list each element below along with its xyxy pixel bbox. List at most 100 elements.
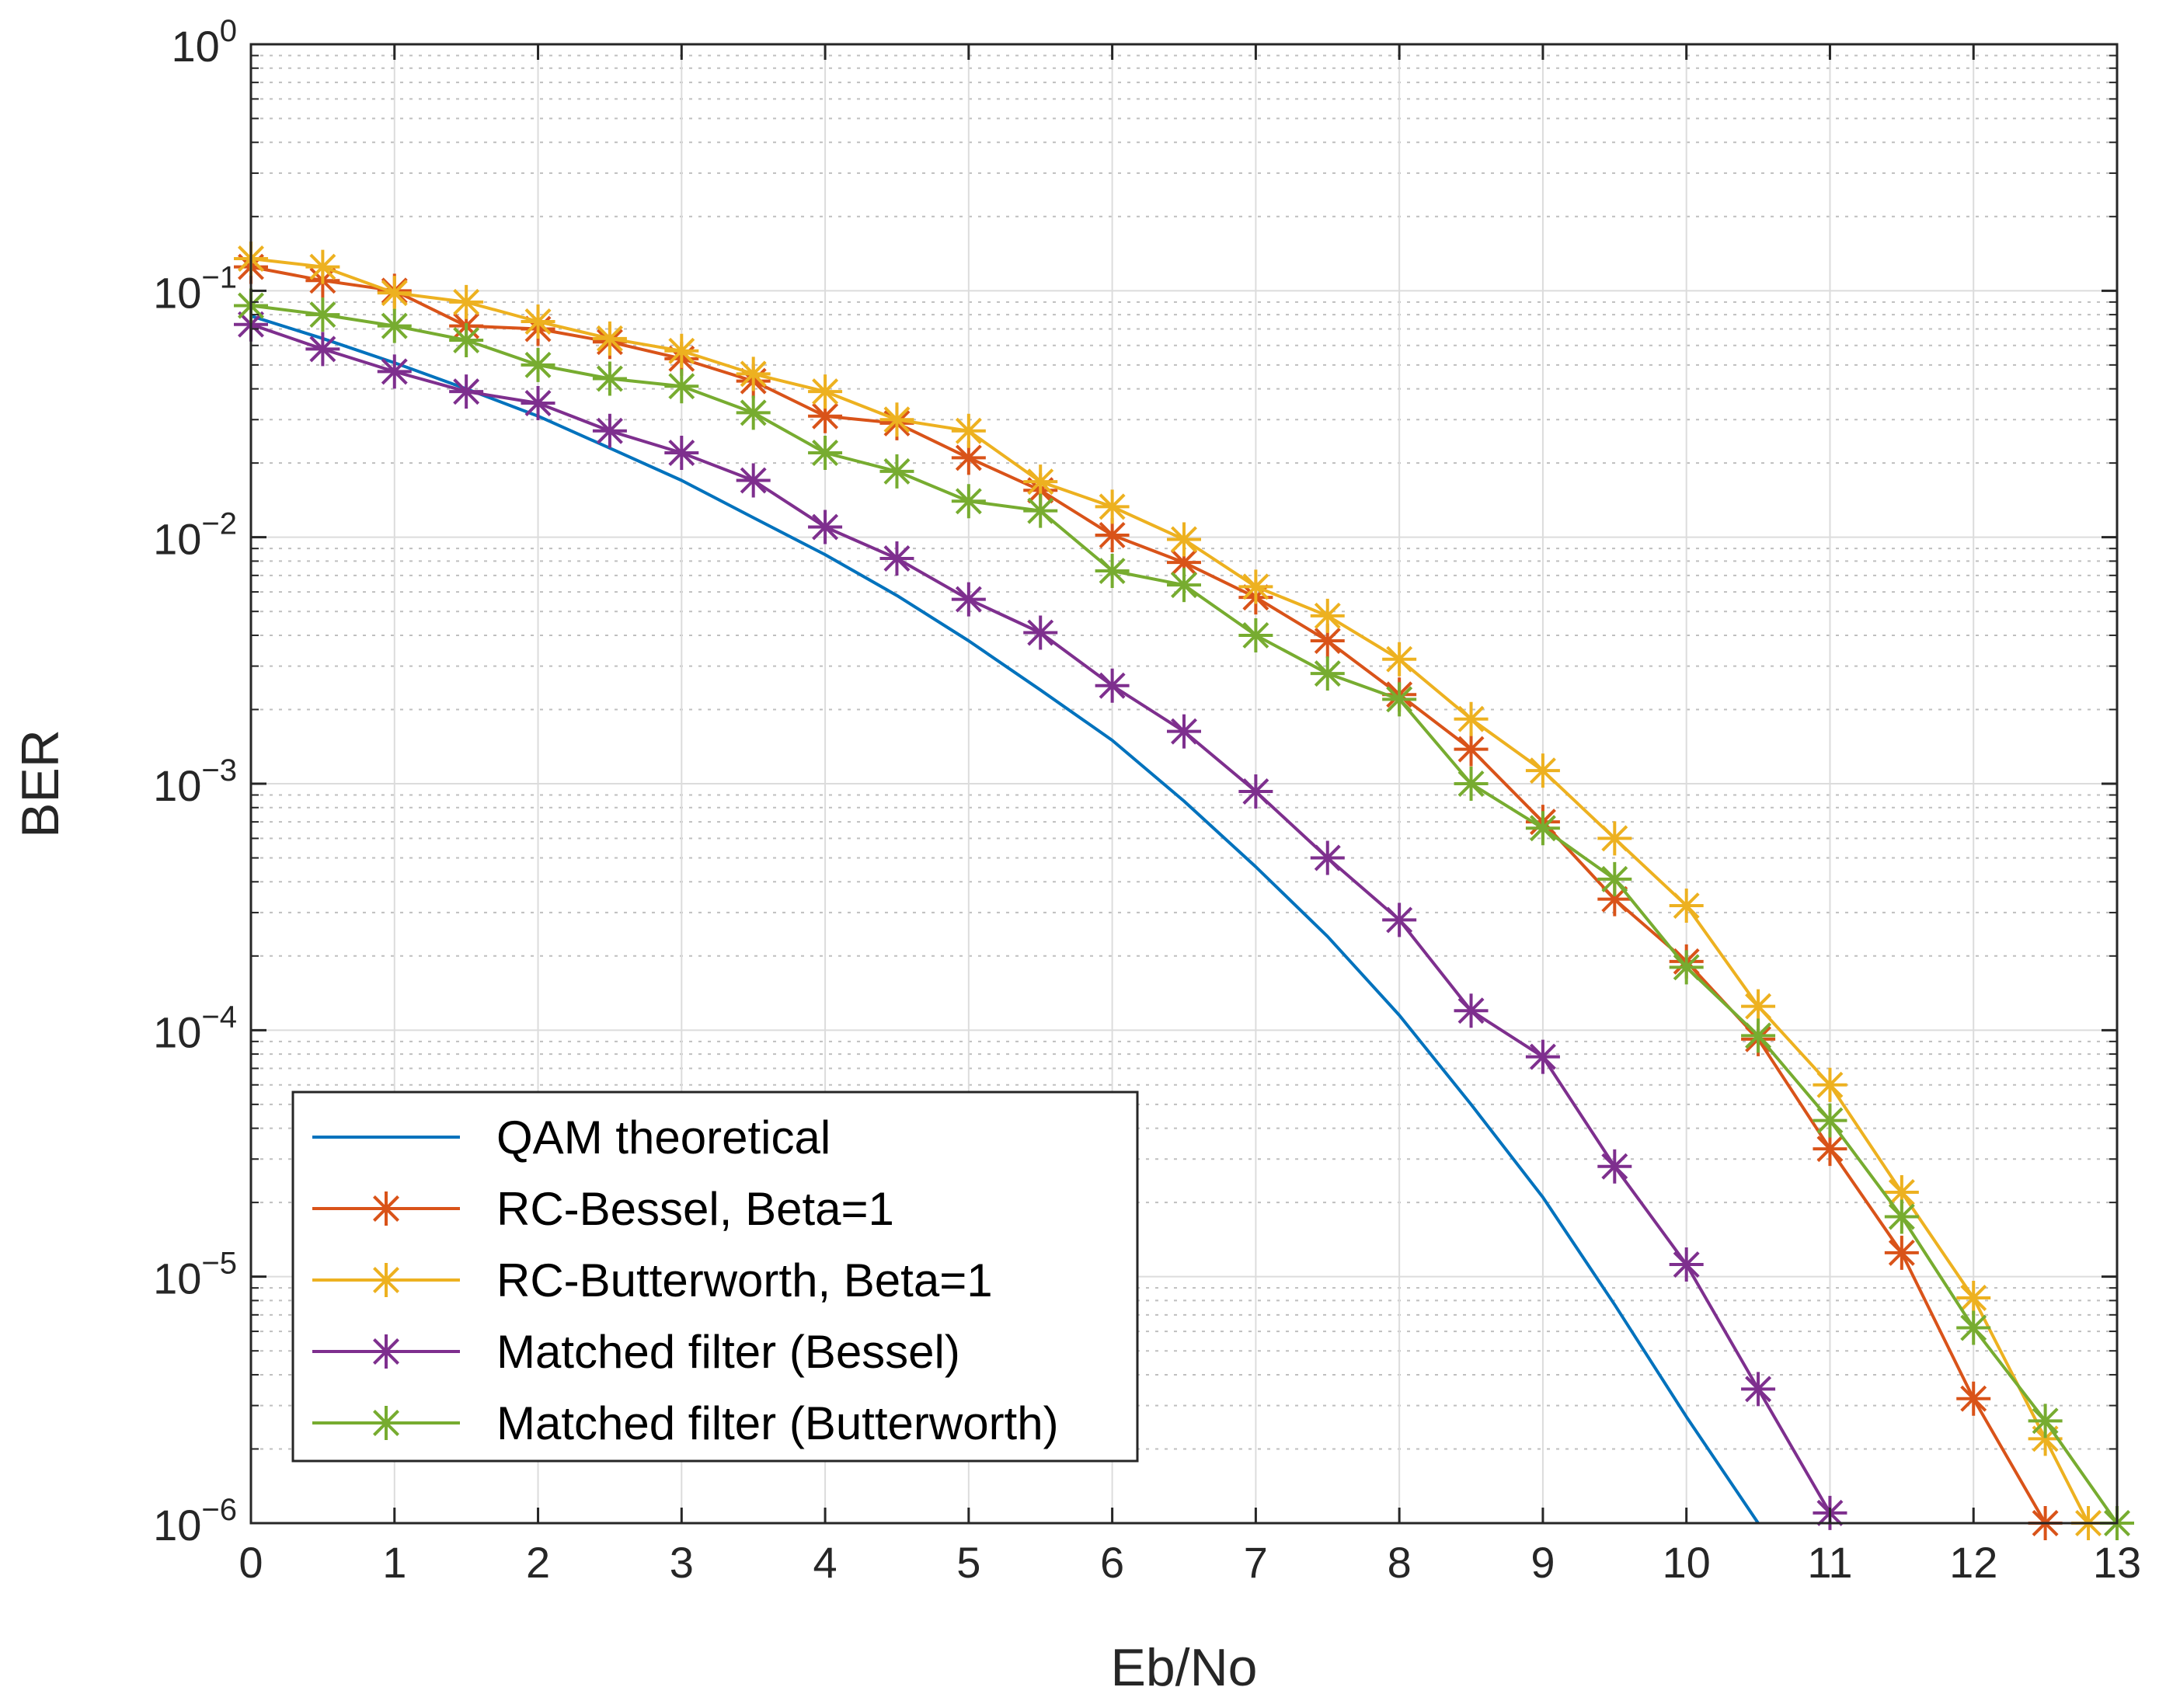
data-point	[1095, 489, 1130, 524]
x-tick-label: 11	[1807, 1538, 1852, 1587]
data-point	[664, 436, 699, 471]
y-tick-label: 10−4	[153, 1000, 237, 1056]
legend-item: Matched filter (Butterworth)	[312, 1397, 1059, 1449]
y-axis-label: BER	[11, 729, 70, 838]
data-point	[1741, 989, 1776, 1024]
data-point	[736, 357, 771, 391]
data-point	[1525, 811, 1560, 846]
data-point	[1956, 1381, 1991, 1416]
data-point	[1956, 1281, 1991, 1316]
data-point	[521, 304, 555, 339]
data-point	[1238, 569, 1273, 604]
data-point	[369, 1406, 403, 1440]
x-tick-label: 2	[526, 1538, 550, 1587]
legend-label: RC-Butterworth, Beta=1	[496, 1254, 993, 1306]
legend-item: RC-Butterworth, Beta=1	[312, 1254, 993, 1306]
x-tick-label: 0	[239, 1538, 263, 1587]
x-tick-labels: 0 1 2 3 4 5 6 7 8 9 10 11 12 13	[239, 1538, 2141, 1587]
data-point	[808, 510, 843, 544]
y-tick-label: 10−2	[153, 507, 237, 564]
data-point	[1238, 774, 1273, 809]
data-point	[2028, 1404, 2063, 1438]
data-point	[592, 413, 627, 448]
data-point	[1525, 1039, 1560, 1074]
series-qam-theoretical	[250, 314, 1760, 1525]
data-point	[951, 582, 986, 617]
y-tick-labels: 10−6 10−5 10−4 10−3 10−2 10−1 100	[153, 14, 237, 1550]
data-point	[1095, 668, 1130, 703]
legend-label: Matched filter (Butterworth)	[496, 1397, 1059, 1449]
y-tick-label: 10−6	[153, 1493, 237, 1550]
data-point	[592, 361, 627, 396]
data-point	[305, 332, 340, 367]
data-point	[879, 402, 914, 437]
data-point	[1238, 617, 1273, 652]
data-point	[664, 333, 699, 368]
legend-box	[291, 1091, 1139, 1463]
data-point	[377, 276, 412, 311]
x-axis-label: Eb/No	[1111, 1638, 1258, 1697]
y-tick-label: 10−3	[153, 753, 237, 810]
series-rc-butterworth-beta-1	[234, 241, 2106, 1540]
data-point	[1669, 950, 1704, 985]
data-point	[1095, 554, 1130, 589]
x-tick-label: 8	[1388, 1538, 1412, 1587]
data-point	[1310, 598, 1345, 633]
data-point	[377, 308, 412, 343]
legend-label: RC-Bessel, Beta=1	[496, 1183, 894, 1235]
data-point	[664, 369, 699, 404]
data-point	[377, 354, 412, 389]
data-point	[1310, 656, 1345, 691]
data-point	[521, 347, 555, 382]
data-point	[1167, 714, 1201, 749]
data-point	[592, 321, 627, 356]
data-point	[521, 386, 555, 421]
data-point	[369, 1191, 403, 1226]
y-tick-label: 100	[171, 14, 237, 71]
data-point	[1023, 464, 1058, 499]
data-point	[1310, 624, 1345, 659]
legend-item: Matched filter (Bessel)	[312, 1326, 960, 1378]
data-point	[736, 395, 771, 430]
data-point	[1597, 1149, 1632, 1184]
series-line	[250, 314, 1760, 1525]
data-point	[1454, 993, 1489, 1028]
data-point	[1310, 840, 1345, 875]
x-tick-label: 7	[1244, 1538, 1268, 1587]
data-point	[1382, 682, 1417, 717]
x-tick-label: 6	[1100, 1538, 1124, 1587]
data-point	[951, 413, 986, 448]
x-tick-label: 5	[956, 1538, 980, 1587]
data-point	[1669, 889, 1704, 924]
data-point	[1454, 732, 1489, 767]
ticks-layer	[249, 43, 2119, 1525]
legend-item: RC-Bessel, Beta=1	[312, 1183, 894, 1235]
data-point	[808, 374, 843, 409]
data-point	[1023, 493, 1058, 528]
data-point	[1669, 1247, 1704, 1282]
x-tick-label: 13	[2093, 1538, 2141, 1587]
data-point	[1382, 642, 1417, 677]
data-point	[369, 1334, 403, 1369]
data-point	[1597, 861, 1632, 896]
y-tick-label: 10−5	[153, 1247, 237, 1303]
data-point	[1382, 903, 1417, 937]
data-point	[1884, 1235, 1919, 1270]
data-point	[1095, 517, 1130, 552]
data-point	[369, 1263, 403, 1297]
data-point	[449, 374, 484, 409]
data-point	[1597, 821, 1632, 856]
legend-label: Matched filter (Bessel)	[496, 1326, 960, 1378]
data-point	[1813, 1103, 1847, 1138]
data-point	[305, 249, 340, 284]
data-point	[449, 323, 484, 358]
data-point	[1454, 701, 1489, 736]
data-point	[951, 484, 986, 519]
data-point	[449, 284, 484, 319]
data-point	[1023, 615, 1058, 650]
data-point	[1525, 753, 1560, 788]
data-point	[808, 436, 843, 471]
data-point	[305, 297, 340, 332]
data-point	[1956, 1310, 1991, 1345]
